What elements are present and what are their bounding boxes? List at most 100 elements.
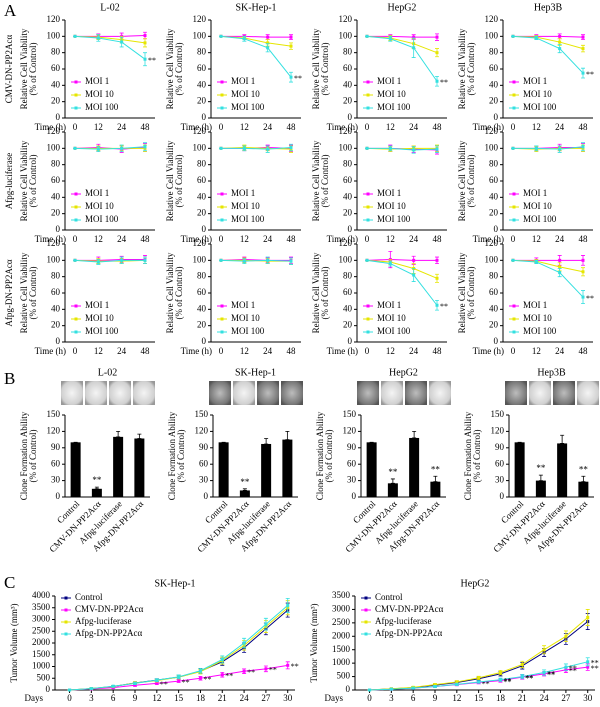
data-point: [435, 79, 439, 83]
bar: [430, 481, 441, 497]
significance: **: [591, 664, 599, 673]
bar: [557, 443, 568, 497]
legend-marker: [366, 93, 370, 97]
y-axis-label: (% of Control): [174, 155, 184, 208]
y-tick-label: 40: [51, 303, 61, 313]
data-point: [388, 146, 392, 150]
data-point: [581, 35, 585, 39]
data-point: [143, 57, 147, 61]
bar: [239, 490, 250, 497]
y-tick-label: 40: [343, 191, 353, 201]
x-tick-label: 24: [263, 122, 273, 132]
data-point: [198, 676, 202, 680]
series-line: [512, 35, 584, 50]
data-point: [477, 680, 481, 684]
y-tick-label: 100: [47, 142, 61, 152]
legend-marker: [512, 192, 516, 196]
legend-marker: [64, 632, 68, 636]
legend-marker: [74, 304, 78, 308]
data-point: [96, 260, 100, 264]
colony-image: [209, 381, 231, 405]
legend-label: MOI 10: [85, 201, 114, 211]
significance: **: [591, 659, 599, 668]
y-tick-label: 1000: [32, 661, 51, 671]
chart-title: HepG2: [388, 2, 417, 13]
data-point: [266, 147, 270, 151]
y-tick-label: 60: [197, 175, 207, 185]
data-point: [564, 665, 568, 669]
x-tick-label: 48: [433, 234, 443, 244]
data-point: [412, 273, 416, 277]
legend-label: Afpg-DN-PP2Acα: [375, 628, 442, 638]
data-point: [266, 35, 270, 39]
x-tick-label: 0: [73, 346, 78, 356]
series-line: [366, 259, 438, 306]
significance: **: [148, 56, 156, 65]
bar: [134, 438, 145, 497]
legend-marker: [74, 317, 78, 321]
bar: [387, 483, 398, 497]
error-bar: [116, 431, 121, 438]
colony-image: [529, 381, 551, 405]
y-tick-label: 500: [37, 672, 51, 682]
chart-title: L-02: [98, 367, 117, 378]
y-tick-label: 0: [494, 224, 499, 234]
error-bar: [264, 438, 269, 445]
legend-marker: [74, 205, 78, 209]
y-tick-label: 40: [197, 191, 207, 201]
data-point: [389, 687, 393, 691]
x-tick-label: 48: [579, 346, 589, 356]
x-axis-label: Time (h): [473, 346, 504, 356]
panel-label: A: [4, 1, 17, 20]
series-line: [74, 146, 146, 150]
data-point: [520, 675, 524, 679]
bar: [514, 442, 525, 497]
data-point: [286, 663, 290, 667]
significance: **: [569, 667, 577, 676]
y-tick-label: 40: [489, 191, 499, 201]
x-tick-label: 3: [389, 693, 394, 703]
x-tick-label: 24: [117, 234, 127, 244]
data-point: [289, 75, 293, 79]
legend-marker: [366, 106, 370, 110]
x-tick-label: 18: [196, 693, 206, 703]
significance: **: [92, 475, 102, 485]
series-line: [221, 35, 291, 38]
y-axis-label: Clone Formation Ability: [463, 411, 473, 500]
y-tick-label: 60: [197, 287, 207, 297]
data-point: [96, 147, 100, 151]
y-axis-label: Relative Cell Viability: [19, 252, 29, 333]
data-point: [73, 146, 77, 150]
y-tick-label: 80: [197, 159, 207, 169]
legend-label: MOI 100: [523, 214, 557, 224]
data-point: [96, 36, 100, 40]
data-point: [498, 678, 502, 682]
x-axis-label: Time (h): [181, 122, 212, 132]
y-axis-label: Relative Cell Viability: [457, 252, 467, 333]
data-point: [558, 271, 562, 275]
y-tick-label: 150: [47, 409, 61, 419]
x-tick-label: 48: [141, 346, 151, 356]
y-tick-label: 0: [56, 112, 61, 122]
legend-marker: [74, 80, 78, 84]
legend-label: MOI 100: [85, 102, 119, 112]
y-tick-label: 100: [47, 254, 61, 264]
y-tick-label: 120: [485, 14, 499, 24]
legend-label: MOI 100: [523, 326, 557, 336]
legend-label: MOI 10: [231, 89, 260, 99]
data-point: [198, 669, 202, 673]
data-point: [586, 615, 590, 619]
y-tick-label: 2000: [32, 637, 51, 647]
y-tick-label: 60: [51, 287, 61, 297]
bar: [113, 436, 124, 497]
x-axis-label: Time (h): [35, 234, 66, 244]
x-tick-label: 12: [94, 234, 103, 244]
significance: **: [440, 302, 448, 311]
y-tick-label: 80: [489, 271, 499, 281]
x-tick-label: 0: [219, 346, 224, 356]
legend-label: MOI 1: [85, 188, 109, 198]
series-line: [366, 259, 437, 261]
y-tick-label: 0: [56, 336, 61, 346]
data-point: [498, 671, 502, 675]
significance: **: [247, 668, 255, 677]
